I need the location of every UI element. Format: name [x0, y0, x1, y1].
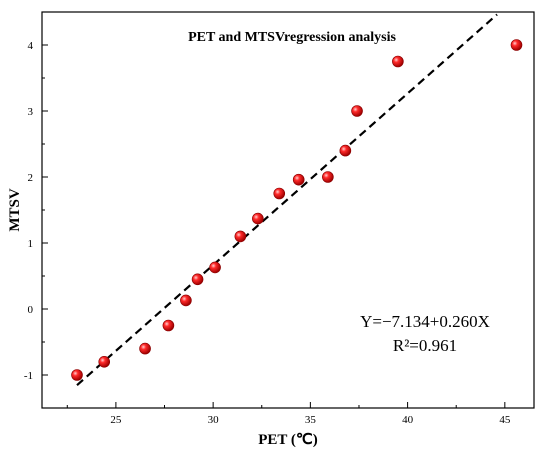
data-point	[139, 342, 151, 355]
y-axis-label: MTSV	[7, 188, 23, 232]
data-points	[71, 39, 523, 381]
regression-line	[76, 13, 498, 386]
y-tick-label: 2	[28, 172, 34, 184]
regression-layer	[76, 13, 498, 386]
data-point	[234, 230, 247, 243]
data-point	[162, 319, 175, 332]
y-tick-label: 3	[28, 106, 34, 118]
data-point	[209, 261, 221, 274]
x-tick-label: 30	[208, 414, 220, 426]
y-tick-label: 1	[28, 238, 34, 250]
data-point	[273, 187, 286, 200]
y-tick-label: -1	[24, 370, 33, 382]
tick-marks: 25 30 35 40 45 -1 0 1 2 3 4	[24, 40, 511, 426]
data-point	[510, 39, 523, 51]
data-point	[191, 273, 204, 286]
x-axis-label: PET (℃)	[258, 432, 318, 448]
y-tick-label: 0	[28, 304, 34, 316]
regression-equation: Y=−7.134+0.260X	[360, 312, 490, 331]
data-point	[180, 294, 192, 307]
chart-title: PET and MTSVregression analysis	[188, 30, 396, 45]
y-tick-label: 4	[28, 40, 34, 52]
data-point	[98, 355, 111, 368]
data-point	[252, 212, 264, 225]
data-point	[392, 55, 404, 68]
data-point	[71, 369, 83, 381]
plot-frame	[41, 11, 535, 409]
data-point	[292, 173, 305, 186]
x-tick-label: 35	[305, 414, 317, 426]
data-point	[322, 171, 334, 183]
data-point	[351, 105, 363, 117]
data-point	[339, 144, 352, 157]
r-squared-label: R²=0.961	[393, 336, 457, 355]
x-tick-label: 25	[110, 414, 122, 426]
x-tick-label: 45	[499, 414, 511, 426]
x-tick-label: 40	[402, 414, 414, 426]
